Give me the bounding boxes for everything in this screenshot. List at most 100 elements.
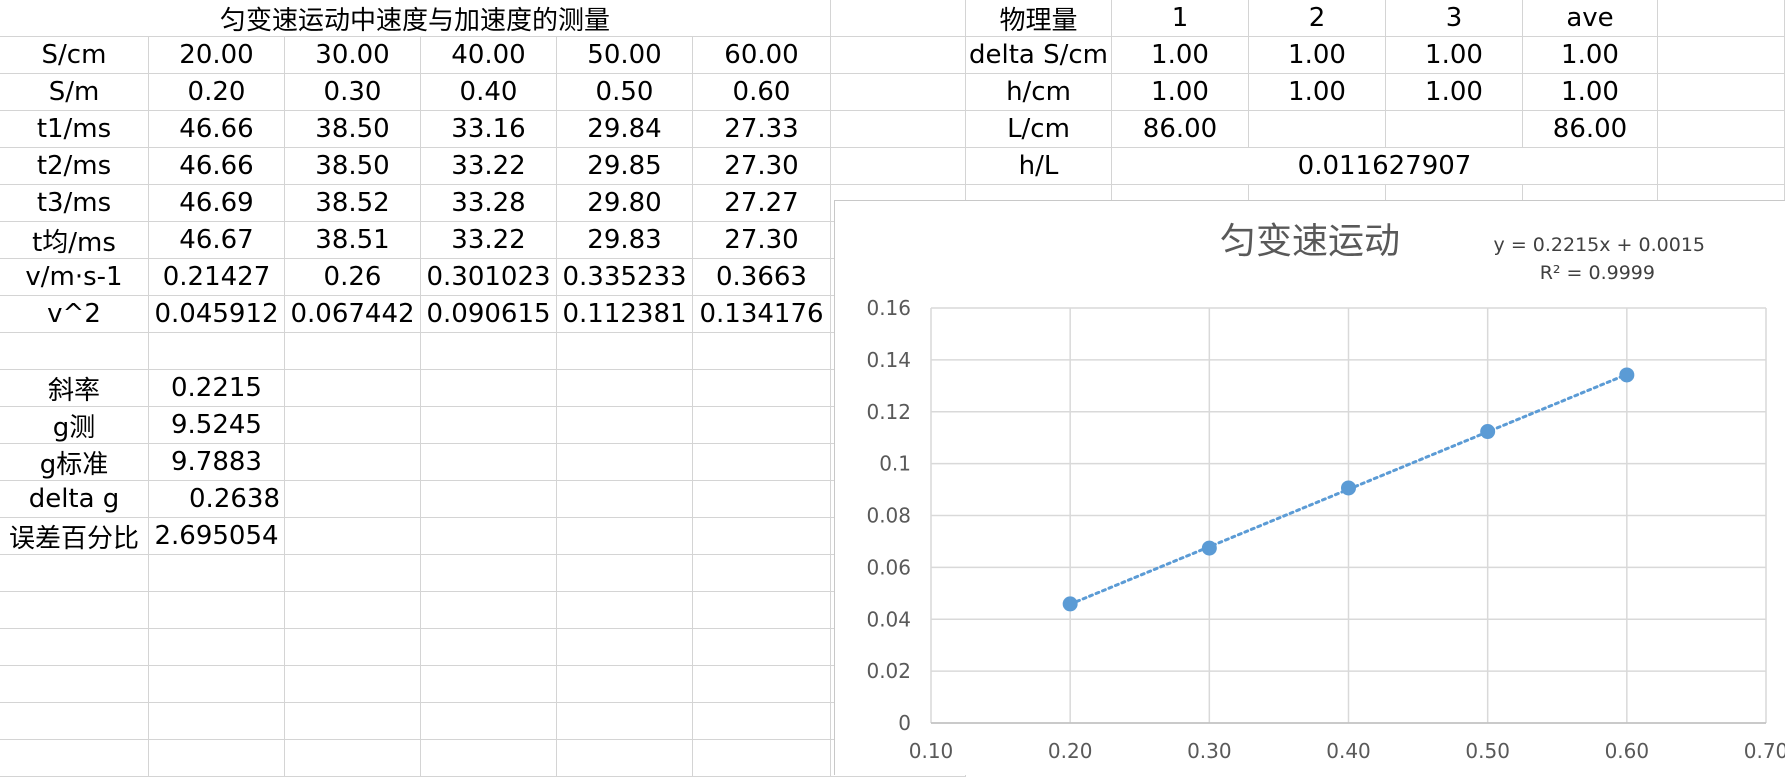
empty-cell[interactable] bbox=[421, 740, 557, 777]
header-cell[interactable]: 物理量 bbox=[966, 0, 1112, 37]
data-cell[interactable]: 27.30 bbox=[693, 222, 831, 259]
row-label-cell[interactable]: t均/ms bbox=[0, 222, 149, 259]
empty-cell[interactable] bbox=[693, 444, 831, 481]
empty-cell[interactable] bbox=[285, 555, 421, 592]
empty-cell[interactable] bbox=[421, 407, 557, 444]
data-cell[interactable]: 38.51 bbox=[285, 222, 421, 259]
row-label-cell[interactable]: v/m·s-1 bbox=[0, 259, 149, 296]
row-label-cell[interactable]: t2/ms bbox=[0, 148, 149, 185]
data-cell[interactable]: 20.00 bbox=[149, 37, 285, 74]
empty-cell[interactable] bbox=[831, 111, 966, 148]
data-cell[interactable]: 0.40 bbox=[421, 74, 557, 111]
empty-cell[interactable] bbox=[1658, 74, 1785, 111]
param-value-cell[interactable]: 1.00 bbox=[1249, 74, 1386, 111]
empty-cell[interactable] bbox=[557, 666, 693, 703]
empty-cell[interactable] bbox=[421, 703, 557, 740]
result-label-cell[interactable]: 误差百分比 bbox=[0, 518, 149, 555]
empty-cell[interactable] bbox=[0, 666, 149, 703]
param-value-cell[interactable]: 86.00 bbox=[1523, 111, 1658, 148]
param-label-cell[interactable]: h/cm bbox=[966, 74, 1112, 111]
empty-cell[interactable] bbox=[693, 518, 831, 555]
param-value-cell[interactable]: 1.00 bbox=[1386, 74, 1523, 111]
empty-cell[interactable] bbox=[149, 666, 285, 703]
empty-cell[interactable] bbox=[831, 0, 966, 37]
data-cell[interactable]: 0.335233 bbox=[557, 259, 693, 296]
empty-cell[interactable] bbox=[149, 703, 285, 740]
data-cell[interactable]: 40.00 bbox=[421, 37, 557, 74]
row-label-cell[interactable]: S/cm bbox=[0, 37, 149, 74]
data-cell[interactable]: 0.112381 bbox=[557, 296, 693, 333]
data-cell[interactable]: 29.83 bbox=[557, 222, 693, 259]
data-cell[interactable]: 0.045912 bbox=[149, 296, 285, 333]
result-value-cell[interactable]: 0.2215 bbox=[149, 370, 285, 407]
empty-cell[interactable] bbox=[831, 148, 966, 185]
empty-cell[interactable] bbox=[285, 666, 421, 703]
header-cell[interactable]: 3 bbox=[1386, 0, 1523, 37]
data-cell[interactable]: 0.301023 bbox=[421, 259, 557, 296]
data-cell[interactable]: 46.69 bbox=[149, 185, 285, 222]
data-cell[interactable]: 46.67 bbox=[149, 222, 285, 259]
row-label-cell[interactable]: t3/ms bbox=[0, 185, 149, 222]
empty-cell[interactable] bbox=[421, 333, 557, 370]
data-cell[interactable]: 27.30 bbox=[693, 148, 831, 185]
empty-cell[interactable] bbox=[421, 629, 557, 666]
empty-cell[interactable] bbox=[693, 370, 831, 407]
data-cell[interactable]: 27.27 bbox=[693, 185, 831, 222]
empty-cell[interactable] bbox=[1658, 37, 1785, 74]
empty-cell[interactable] bbox=[285, 518, 421, 555]
empty-cell[interactable] bbox=[557, 592, 693, 629]
empty-cell[interactable] bbox=[557, 333, 693, 370]
data-cell[interactable]: 38.50 bbox=[285, 148, 421, 185]
empty-cell[interactable] bbox=[149, 740, 285, 777]
data-cell[interactable]: 0.067442 bbox=[285, 296, 421, 333]
empty-cell[interactable] bbox=[693, 592, 831, 629]
param-value-cell[interactable] bbox=[1249, 111, 1386, 148]
data-cell[interactable]: 0.60 bbox=[693, 74, 831, 111]
row-label-cell[interactable]: v^2 bbox=[0, 296, 149, 333]
empty-cell[interactable] bbox=[421, 518, 557, 555]
empty-cell[interactable] bbox=[557, 481, 693, 518]
data-cell[interactable]: 29.84 bbox=[557, 111, 693, 148]
empty-cell[interactable] bbox=[285, 444, 421, 481]
hl-value-cell[interactable]: 0.011627907 bbox=[1112, 148, 1658, 185]
data-cell[interactable]: 60.00 bbox=[693, 37, 831, 74]
empty-cell[interactable] bbox=[285, 481, 421, 518]
header-cell[interactable]: 2 bbox=[1249, 0, 1386, 37]
param-value-cell[interactable]: 1.00 bbox=[1386, 37, 1523, 74]
empty-cell[interactable] bbox=[557, 370, 693, 407]
empty-cell[interactable] bbox=[693, 740, 831, 777]
row-label-cell[interactable]: S/m bbox=[0, 74, 149, 111]
empty-cell[interactable] bbox=[557, 629, 693, 666]
empty-cell[interactable] bbox=[0, 592, 149, 629]
header-cell[interactable]: ave bbox=[1523, 0, 1658, 37]
result-label-cell[interactable]: 斜率 bbox=[0, 370, 149, 407]
empty-cell[interactable] bbox=[693, 481, 831, 518]
empty-cell[interactable] bbox=[0, 629, 149, 666]
param-value-cell[interactable]: 1.00 bbox=[1523, 37, 1658, 74]
empty-cell[interactable] bbox=[557, 740, 693, 777]
empty-cell[interactable] bbox=[421, 444, 557, 481]
param-value-cell[interactable]: 86.00 bbox=[1112, 111, 1249, 148]
param-value-cell[interactable]: 1.00 bbox=[1249, 37, 1386, 74]
empty-cell[interactable] bbox=[285, 370, 421, 407]
empty-cell[interactable] bbox=[421, 555, 557, 592]
sheet-title-cell[interactable]: 匀变速运动中速度与加速度的测量 bbox=[0, 0, 831, 37]
data-cell[interactable]: 0.21427 bbox=[149, 259, 285, 296]
param-value-cell[interactable]: 1.00 bbox=[1523, 74, 1658, 111]
empty-cell[interactable] bbox=[0, 703, 149, 740]
data-cell[interactable]: 46.66 bbox=[149, 111, 285, 148]
empty-cell[interactable] bbox=[0, 740, 149, 777]
empty-cell[interactable] bbox=[285, 629, 421, 666]
empty-cell[interactable] bbox=[421, 481, 557, 518]
empty-cell[interactable] bbox=[285, 592, 421, 629]
result-label-cell[interactable]: g标准 bbox=[0, 444, 149, 481]
scatter-chart[interactable]: 匀变速运动 y = 0.2215x + 0.0015 R² = 0.9999 0 0.0… bbox=[834, 200, 1785, 775]
empty-cell[interactable] bbox=[557, 555, 693, 592]
param-label-cell[interactable]: delta S/cm bbox=[966, 37, 1112, 74]
data-cell[interactable]: 46.66 bbox=[149, 148, 285, 185]
empty-cell[interactable] bbox=[421, 666, 557, 703]
data-cell[interactable]: 0.090615 bbox=[421, 296, 557, 333]
empty-cell[interactable] bbox=[693, 703, 831, 740]
empty-cell[interactable] bbox=[421, 370, 557, 407]
empty-cell[interactable] bbox=[557, 407, 693, 444]
